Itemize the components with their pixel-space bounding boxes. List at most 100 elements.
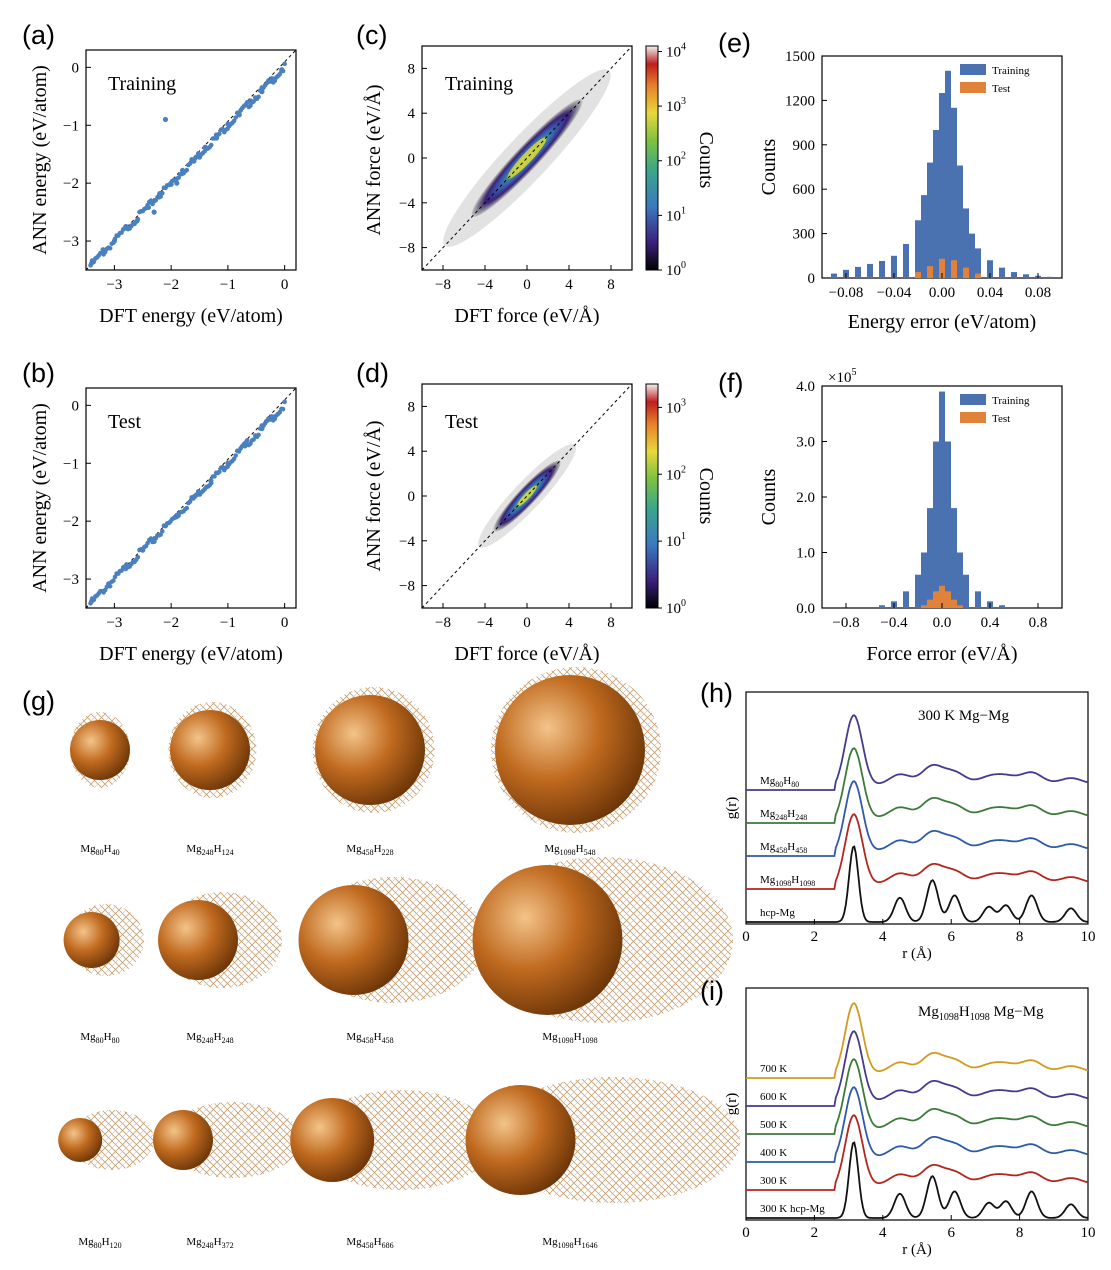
- histogram-bar: [933, 130, 939, 278]
- histogram-bar: [939, 258, 945, 278]
- rdf-curve: [746, 1086, 1089, 1163]
- histogram-bar: [951, 107, 957, 278]
- axis-ticks: −0.8 −0.4 0.0 0.4 0.8 0.0 1.0 2.0 3.0 4.0: [796, 379, 1047, 631]
- panel-letter-i: (i): [700, 976, 724, 1006]
- mg-core: [298, 885, 409, 995]
- scatter-point: [191, 158, 197, 164]
- mg-core: [465, 1085, 576, 1195]
- panel-h: (h) Mg80H80 Mg248H248 Mg458H458 Mg1098H1098…: [700, 678, 1096, 962]
- cluster-label: Mg458H228: [346, 843, 393, 857]
- histogram-bar: [879, 605, 885, 608]
- x-tick-label: 4: [879, 1225, 887, 1241]
- axes-frame: [745, 987, 1089, 1221]
- mg-core: [495, 675, 645, 825]
- panel-letter-h: (h): [700, 678, 733, 708]
- scatter-point: [187, 499, 193, 504]
- rdf-series-label: Mg248H248: [760, 808, 807, 822]
- y-tick-label: −1: [63, 118, 79, 134]
- y-tick-label: 4: [408, 444, 416, 460]
- rdf-series-label: 400 K: [760, 1147, 787, 1159]
- legend: Training Test: [960, 64, 1030, 95]
- legend-swatch-test: [960, 82, 986, 93]
- scatter-point: [160, 528, 165, 534]
- x-tick-label: −0.08: [829, 285, 864, 301]
- histogram-bar: [915, 574, 921, 608]
- scatter-point: [135, 554, 141, 560]
- histogram-bar: [963, 574, 969, 608]
- colorbar-tick-label: 103: [666, 397, 686, 416]
- histogram-bar: [945, 441, 951, 608]
- histogram-bar: [927, 266, 933, 278]
- rdf-series-label: Mg80H80: [760, 775, 799, 789]
- x-tick-label: 0.00: [929, 285, 955, 301]
- x-tick-label: 4: [565, 277, 573, 293]
- histogram-bar: [867, 263, 873, 278]
- scatter-point: [256, 94, 261, 100]
- axis-ticks: −3 −2 −1 0 −3 −2 −1 0: [63, 60, 288, 293]
- y-tick-label: −2: [63, 176, 79, 192]
- scatter-point: [187, 161, 193, 166]
- x-tick-label: −3: [106, 277, 122, 293]
- scatter-point: [151, 538, 157, 545]
- histogram-bar: [957, 552, 963, 608]
- x-tick-label: −0.4: [880, 615, 908, 631]
- scatter-point: [233, 453, 239, 458]
- histogram-bar: [1023, 274, 1029, 278]
- x-tick-label: 0.04: [977, 285, 1004, 301]
- x-tick-label: −2: [163, 277, 179, 293]
- y-multiplier: ×105: [828, 367, 856, 386]
- histogram-bar: [951, 599, 957, 608]
- y-axis-label: Counts: [758, 468, 780, 525]
- y-tick-label: 4.0: [796, 379, 815, 395]
- y-axis-label: g(r): [724, 797, 740, 820]
- scatter-point: [225, 121, 231, 127]
- scatter-point: [259, 89, 265, 95]
- x-tick-label: 0.08: [1025, 285, 1051, 301]
- x-tick-label: 0: [523, 277, 531, 293]
- colorbar-tick-label: 100: [666, 598, 686, 617]
- y-tick-label: −4: [399, 534, 415, 550]
- y-axis-label: Counts: [758, 138, 780, 195]
- x-tick-label: −0.8: [832, 615, 859, 631]
- x-tick-label: 8: [607, 277, 615, 293]
- axis-ticks: 0 2 4 6 8 10: [742, 1215, 1096, 1241]
- mg-core: [170, 710, 250, 790]
- x-tick-label: 0.0: [933, 615, 952, 631]
- legend-label-training: Training: [992, 395, 1030, 407]
- rdf-curve: [746, 714, 1089, 791]
- axis-ticks: 0 2 4 6 8 10: [742, 919, 1096, 945]
- y-axis-label: ANN force (eV/Å): [363, 420, 385, 571]
- panel-letter-c: (c): [356, 20, 387, 50]
- inset-label: Training: [445, 73, 513, 95]
- histogram-bar: [963, 267, 969, 278]
- mg-core: [315, 695, 425, 805]
- cluster-label: Mg1098H548: [544, 843, 595, 857]
- colorbar-tick-label: 102: [666, 151, 686, 170]
- colorbar-label: Counts: [695, 468, 717, 525]
- y-tick-label: 0.0: [796, 601, 815, 617]
- mg-core: [70, 720, 130, 780]
- rdf-curves: 700 K 600 K 500 K 400 K 300 K 300 K hcp-Mg: [746, 1002, 1089, 1219]
- scatter-point: [256, 432, 261, 438]
- scatter-point: [134, 218, 140, 224]
- colorbar-tick-label: 101: [666, 205, 686, 224]
- scatter-point: [282, 399, 287, 405]
- x-axis-label: Energy error (eV/atom): [848, 311, 1036, 333]
- colorbar-label: Counts: [695, 132, 717, 189]
- colorbar: [645, 45, 659, 271]
- scatter-point: [151, 209, 157, 215]
- y-tick-label: −3: [63, 234, 79, 250]
- x-tick-label: 4: [565, 615, 573, 631]
- rdf-curve: [746, 813, 1089, 890]
- y-tick-label: 600: [793, 182, 816, 198]
- histogram-bar: [915, 272, 921, 278]
- legend-label-test: Test: [992, 83, 1010, 95]
- y-tick-label: 8: [408, 399, 416, 415]
- scatter-point: [247, 98, 254, 104]
- scatter-point: [270, 76, 276, 82]
- x-tick-label: 2: [811, 1225, 819, 1241]
- legend-label-test: Test: [992, 413, 1010, 425]
- histogram-bar: [945, 70, 951, 278]
- rdf-series-label: 500 K: [760, 1119, 787, 1131]
